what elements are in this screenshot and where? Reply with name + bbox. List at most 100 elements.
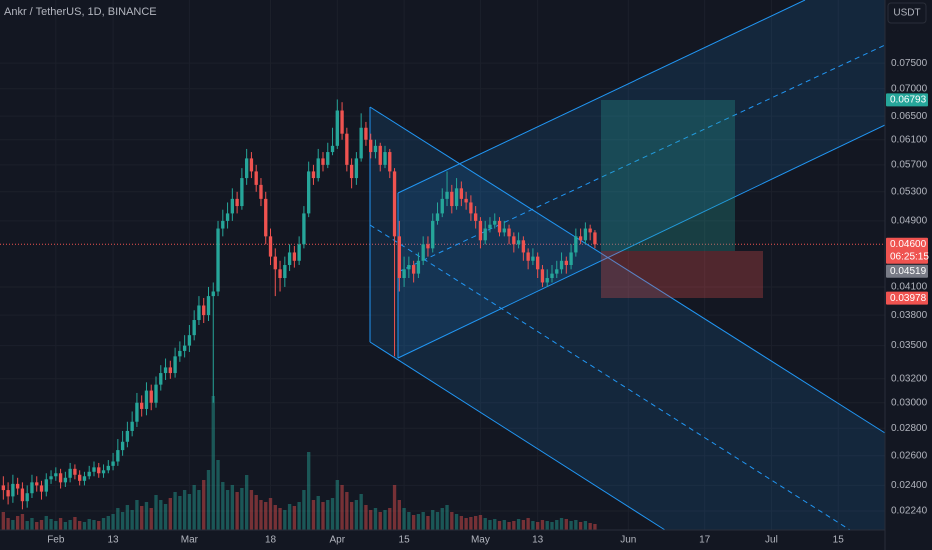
candle-body xyxy=(225,213,230,221)
channel-line xyxy=(397,0,806,194)
y-tick-label: 0.02600 xyxy=(891,450,928,461)
pitchfork-fill xyxy=(398,0,885,358)
candle-body xyxy=(536,256,540,270)
volume-bar xyxy=(159,500,163,530)
x-tick-label: Mar xyxy=(181,535,199,546)
currency-label[interactable]: USDT xyxy=(893,8,920,19)
volume-bar xyxy=(459,516,464,530)
currency-button[interactable] xyxy=(887,2,927,24)
volume-bar xyxy=(278,508,282,530)
long-stop-zone xyxy=(601,251,763,298)
candle-body xyxy=(326,152,330,165)
candle-body xyxy=(82,476,87,481)
candle-body xyxy=(292,252,297,261)
volume-bar xyxy=(574,520,578,530)
volume-bar xyxy=(206,470,211,530)
volume-bar xyxy=(168,498,172,530)
y-tick-label: 0.05300 xyxy=(891,186,928,197)
candle-body xyxy=(87,471,91,477)
candle-body xyxy=(516,240,521,245)
drawings xyxy=(369,0,886,531)
candle-body xyxy=(111,461,115,466)
volume-bar xyxy=(54,521,58,530)
candle-body xyxy=(249,158,254,172)
y-tick-label: 0.02800 xyxy=(891,423,928,434)
candle-body xyxy=(578,236,583,241)
volume-bar xyxy=(335,480,339,530)
volume-bar xyxy=(1,512,6,530)
candle-body xyxy=(450,191,454,207)
volume-bar xyxy=(307,452,311,530)
candle-body xyxy=(1,485,6,491)
candle-body xyxy=(116,450,120,462)
volume-bar xyxy=(58,518,63,530)
y-tick-label: 0.04100 xyxy=(891,282,928,293)
channel-median xyxy=(369,224,851,531)
x-tick-label: 18 xyxy=(265,535,277,546)
candle-body xyxy=(259,184,263,199)
candle-body xyxy=(63,477,68,483)
channel-line xyxy=(397,124,886,359)
candle-body xyxy=(58,473,63,483)
candle-body xyxy=(421,244,425,261)
candle-body xyxy=(240,178,244,207)
y-tick-label: 0.06100 xyxy=(891,134,928,145)
volume-bar xyxy=(125,505,130,530)
channel-line xyxy=(369,341,666,531)
volume-bar xyxy=(330,498,335,530)
candle-body xyxy=(173,356,177,374)
volume-bar xyxy=(197,490,201,530)
candle-body xyxy=(154,384,158,403)
price-label-box xyxy=(886,93,928,107)
volume-bar xyxy=(516,519,521,530)
price-label-box xyxy=(886,291,928,305)
volume-bar xyxy=(254,495,258,530)
volume-bar xyxy=(87,519,91,530)
candle-body xyxy=(469,202,473,214)
volume-bar xyxy=(507,522,511,530)
candle-body xyxy=(512,236,516,245)
volume-bar xyxy=(555,520,559,530)
candle-body xyxy=(574,236,578,253)
volume-bar xyxy=(473,516,478,530)
candle-body xyxy=(178,350,182,357)
candle-body xyxy=(473,213,478,221)
candle-body xyxy=(459,188,464,199)
candle-body xyxy=(483,228,487,241)
volume-bar xyxy=(15,516,20,530)
volume-bar xyxy=(283,510,287,530)
y-tick-label: 0.05700 xyxy=(891,159,928,170)
volume-pane xyxy=(1,396,597,530)
x-tick-label: Feb xyxy=(47,535,65,546)
candle-body xyxy=(349,164,354,179)
x-tick-label: 13 xyxy=(108,535,120,546)
volume-bar xyxy=(30,518,34,530)
candle-body xyxy=(192,320,196,336)
volume-bar xyxy=(163,504,168,530)
candle-body xyxy=(335,110,339,146)
volume-bar xyxy=(78,521,82,530)
candle-body xyxy=(497,220,502,233)
volume-bar xyxy=(297,502,301,530)
volume-bar xyxy=(68,520,72,530)
candle-body xyxy=(244,158,249,179)
y-tick-label: 0.07000 xyxy=(891,83,928,94)
candle-body xyxy=(392,171,397,237)
candle-body xyxy=(464,198,468,203)
volume-bar xyxy=(302,490,306,530)
volume-bar xyxy=(469,517,473,530)
candle-body xyxy=(531,256,535,261)
volume-bar xyxy=(92,520,96,530)
candle-body xyxy=(230,198,235,214)
candle-body xyxy=(493,220,497,225)
candle-body xyxy=(202,305,206,316)
y-tick-label: 0.06500 xyxy=(891,111,928,122)
candle-body xyxy=(235,198,239,207)
volume-bar xyxy=(531,521,535,530)
pitchfork-fill xyxy=(370,107,885,530)
volume-bar xyxy=(521,520,526,530)
candle-body xyxy=(97,467,101,474)
candle-body xyxy=(369,139,373,153)
